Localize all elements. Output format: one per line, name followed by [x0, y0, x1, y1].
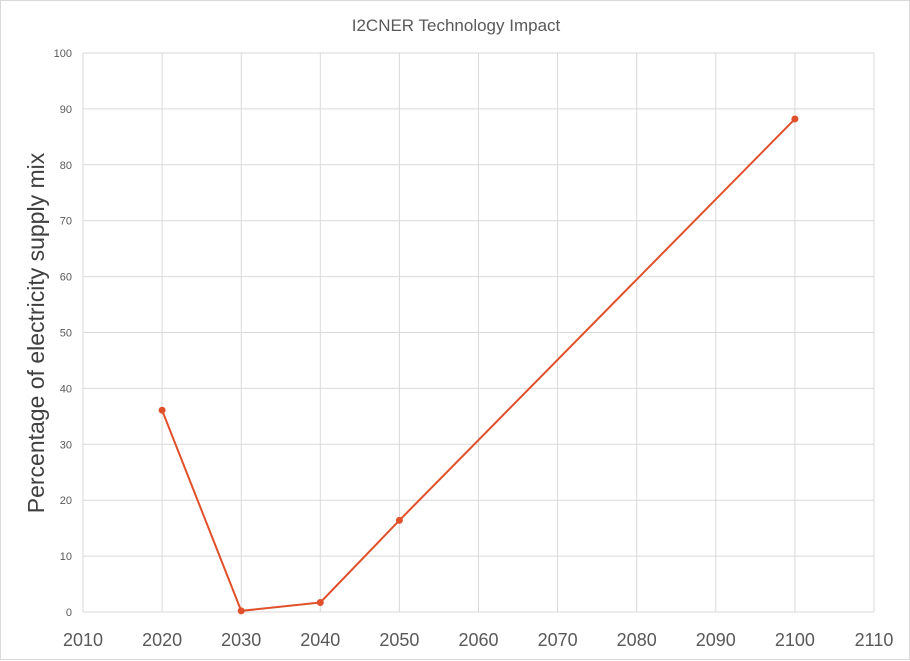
y-tick-label: 70 [60, 216, 72, 228]
y-tick-label: 0 [66, 607, 72, 619]
gridlines [82, 52, 875, 613]
y-tick-label: 80 [60, 160, 72, 172]
x-tick-label: 2010 [63, 630, 103, 650]
y-tick-label: 30 [60, 439, 72, 451]
y-axis-tick-labels: 0 10 20 30 40 50 60 70 80 90 100 [54, 48, 72, 619]
y-axis-label: Percentage of electricity supply mix [23, 152, 49, 513]
y-tick-label: 40 [60, 383, 72, 395]
data-point [791, 115, 799, 123]
x-axis-tick-labels: 2010 2020 2030 2040 2050 2060 2070 2080 2090 2100… [63, 630, 893, 650]
x-tick-label: 2050 [379, 630, 419, 650]
chart-title: I2CNER Technology Impact [352, 16, 561, 35]
x-tick-label: 2100 [775, 630, 815, 650]
x-tick-label: 2020 [142, 630, 182, 650]
y-tick-label: 100 [54, 48, 72, 60]
x-tick-label: 2060 [458, 630, 498, 650]
y-tick-label: 50 [60, 328, 72, 340]
data-point [237, 607, 245, 615]
y-tick-label: 10 [60, 551, 72, 563]
y-tick-label: 90 [60, 104, 72, 116]
data-series [158, 115, 799, 615]
x-tick-label: 2040 [300, 630, 340, 650]
x-tick-label: 2090 [696, 630, 736, 650]
y-tick-label: 20 [60, 495, 72, 507]
y-tick-label: 60 [60, 272, 72, 284]
data-point [316, 598, 324, 606]
x-tick-label: 2110 [855, 630, 894, 650]
x-tick-label: 2080 [617, 630, 657, 650]
x-tick-label: 2030 [221, 630, 261, 650]
x-tick-label: 2070 [538, 630, 578, 650]
data-point [395, 516, 403, 524]
data-point [158, 406, 166, 414]
